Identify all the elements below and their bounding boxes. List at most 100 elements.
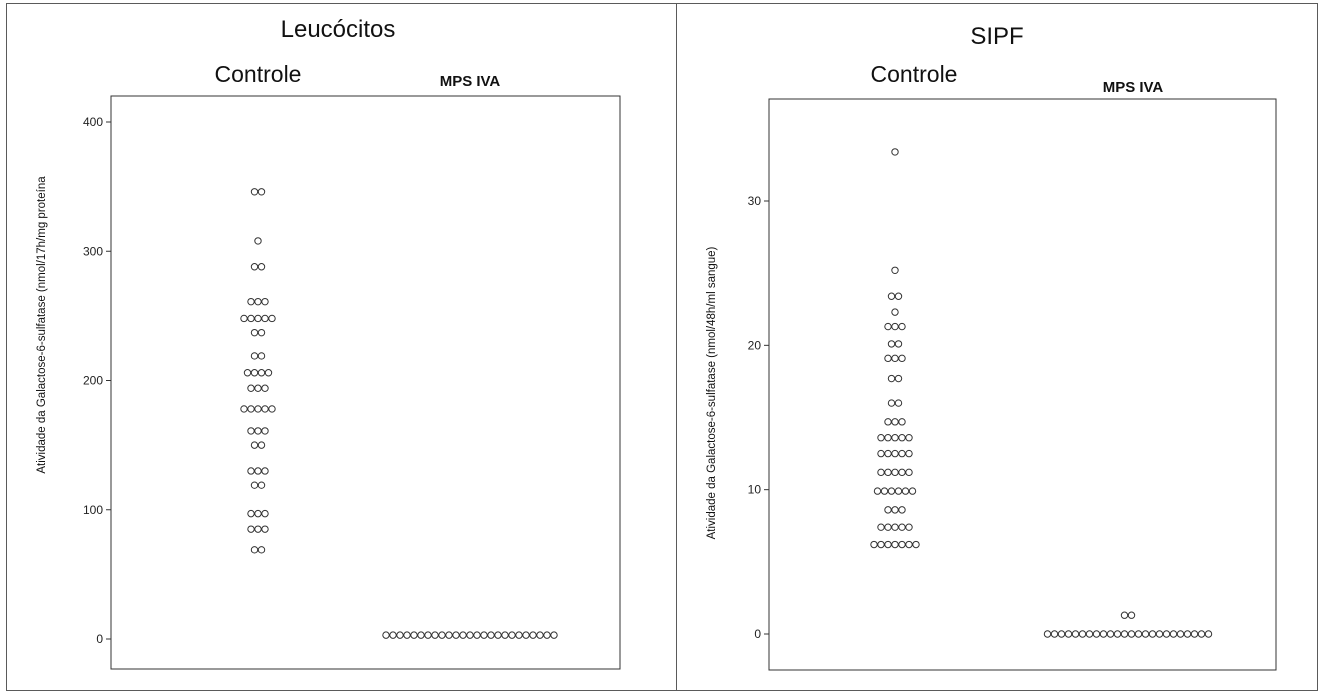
data-point — [884, 523, 892, 531]
data-point — [884, 540, 892, 549]
figure-frame — [6, 3, 1318, 691]
y-tick-label: 300 — [83, 244, 103, 258]
data-point — [1057, 630, 1066, 638]
data-point — [912, 540, 920, 549]
panel-divider — [676, 3, 677, 691]
data-point — [884, 506, 892, 514]
data-point — [254, 427, 262, 435]
data-point — [1169, 630, 1178, 638]
data-point — [250, 481, 259, 489]
data-point — [1162, 630, 1171, 638]
data-point — [543, 631, 551, 639]
data-point — [268, 405, 276, 413]
data-point — [891, 354, 899, 363]
data-point — [257, 328, 266, 337]
data-point — [480, 631, 488, 639]
data-point — [898, 468, 906, 477]
data-point — [891, 468, 899, 477]
data-point — [905, 434, 913, 442]
chart-title: SIPF — [970, 23, 1023, 50]
data-point — [884, 449, 892, 458]
y-tick-label: 100 — [83, 503, 103, 517]
data-point — [257, 369, 266, 377]
data-point — [254, 525, 262, 533]
data-point — [870, 540, 878, 549]
group-label-mps-iva: MPS IVA — [440, 73, 501, 90]
data-point — [887, 292, 896, 300]
data-point — [254, 467, 262, 475]
data-point — [452, 631, 460, 639]
data-point — [1099, 630, 1108, 638]
data-point — [891, 434, 899, 442]
data-point — [884, 418, 892, 426]
data-point — [887, 374, 896, 383]
group-label-mps-iva: MPS IVA — [1103, 79, 1164, 96]
data-point — [261, 525, 269, 533]
data-point — [877, 523, 885, 531]
data-point — [1120, 611, 1129, 619]
data-point — [877, 434, 885, 442]
data-point — [898, 540, 906, 549]
data-points — [240, 188, 558, 639]
data-point — [403, 631, 411, 639]
data-point — [894, 399, 903, 407]
data-point — [261, 405, 269, 413]
data-point — [894, 340, 903, 348]
data-point — [1085, 630, 1094, 638]
data-point — [1190, 630, 1199, 638]
data-point — [1113, 630, 1122, 638]
data-point — [905, 540, 913, 549]
data-point — [250, 369, 259, 377]
data-point — [894, 374, 903, 383]
plot-area-border — [768, 98, 1277, 671]
data-point — [254, 405, 262, 413]
y-tick-label: 400 — [83, 115, 103, 129]
data-point — [1078, 630, 1087, 638]
data-point — [261, 467, 269, 475]
data-point — [508, 631, 516, 639]
chart-title: Leucócitos — [281, 16, 396, 43]
data-point — [254, 237, 262, 245]
data-point — [898, 434, 906, 442]
data-point — [257, 188, 266, 196]
y-tick-label: 200 — [83, 374, 103, 388]
y-axis-ticks: 0 10 20 30 — [748, 194, 769, 641]
data-point — [891, 418, 899, 426]
data-point — [1120, 630, 1129, 638]
data-point — [873, 487, 882, 495]
data-point — [250, 546, 259, 554]
data-point — [522, 631, 530, 639]
data-point — [247, 314, 255, 323]
data-point — [250, 188, 259, 196]
data-point — [1092, 630, 1101, 638]
data-point — [1176, 630, 1185, 638]
panel-sipf: SIPF Controle MPS IVA Atividade da Galac… — [677, 0, 1318, 695]
plot-area-border — [110, 95, 621, 670]
data-point — [887, 399, 896, 407]
data-point — [880, 487, 889, 495]
data-point — [891, 322, 899, 331]
data-point — [250, 328, 259, 337]
data-point — [494, 631, 502, 639]
data-point — [254, 314, 262, 323]
data-point — [891, 540, 899, 549]
group-label-controle: Controle — [871, 61, 958, 87]
data-point — [550, 631, 558, 639]
data-point — [254, 297, 262, 306]
data-point — [894, 292, 903, 300]
data-point — [877, 540, 885, 549]
data-point — [1148, 630, 1157, 638]
data-point — [905, 523, 913, 531]
data-point — [247, 525, 255, 533]
data-point — [247, 297, 255, 306]
data-point — [884, 322, 892, 331]
data-point — [240, 405, 248, 413]
data-point — [247, 427, 255, 435]
data-point — [894, 487, 903, 495]
data-point — [261, 297, 269, 306]
data-point — [257, 263, 266, 271]
group-label-controle: Controle — [215, 61, 302, 87]
data-point — [257, 352, 266, 360]
panel-leucocitos: Leucócitos Controle MPS IVA Atividade da… — [36, 16, 621, 670]
data-point — [1050, 630, 1059, 638]
